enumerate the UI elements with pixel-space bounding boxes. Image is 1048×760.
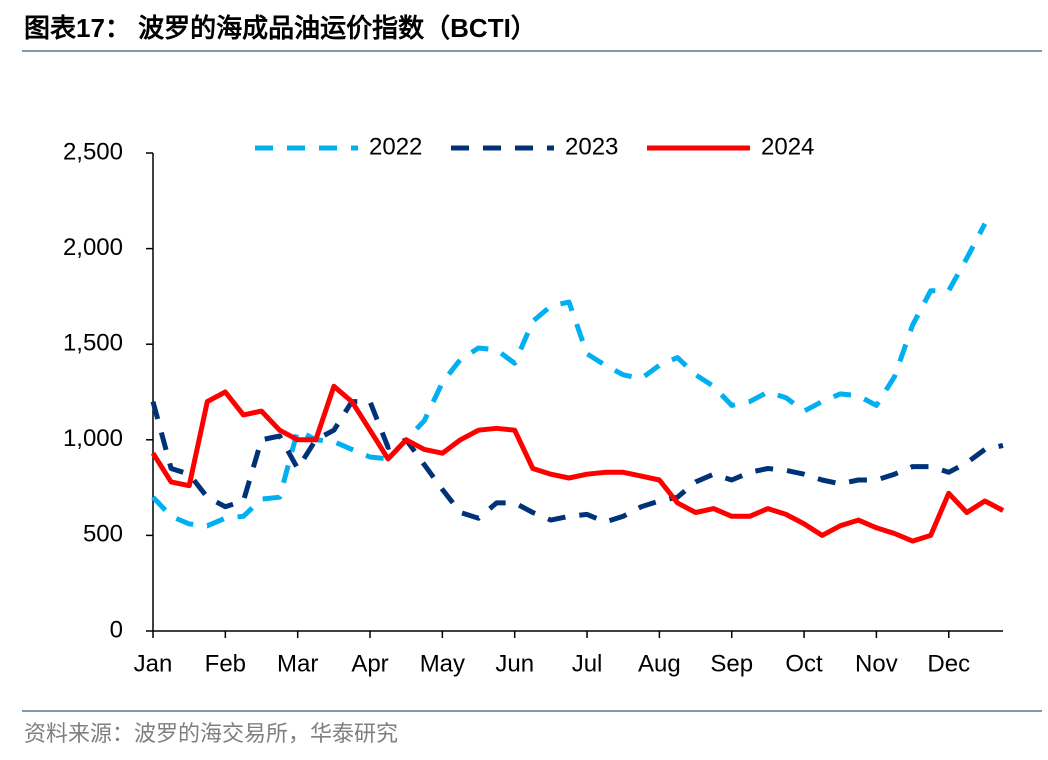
legend-label: 2024: [761, 133, 814, 160]
x-tick-label: Dec: [927, 650, 970, 677]
x-tick-label: May: [420, 650, 465, 677]
x-tick-label: Aug: [638, 650, 681, 677]
x-tick-label: Mar: [277, 650, 318, 677]
y-tick-label: 0: [110, 616, 123, 643]
legend-label: 2023: [565, 133, 618, 160]
series-line: [150, 399, 1004, 525]
x-tick-label: Feb: [205, 650, 246, 677]
y-tick-label: 1,500: [63, 330, 123, 357]
series-line: [150, 383, 1005, 544]
y-tick-label: 500: [83, 521, 123, 548]
x-tick-label: Jul: [572, 650, 603, 677]
x-tick-label: Jun: [495, 650, 534, 677]
y-tick-label: 2,000: [63, 234, 123, 261]
x-tick-label: Sep: [710, 650, 753, 677]
x-tick-label: Apr: [351, 650, 388, 677]
y-tick-label: 1,000: [63, 425, 123, 452]
chart-title: 图表17： 波罗的海成品油运价指数（BCTI）: [24, 13, 537, 43]
x-tick-label: Nov: [855, 650, 898, 677]
y-tick-label: 2,500: [63, 138, 123, 165]
x-tick-label: Jan: [134, 650, 173, 677]
series-line: [151, 222, 988, 529]
legend-label: 2022: [369, 133, 422, 160]
x-tick-label: Oct: [785, 650, 823, 677]
source: 资料来源：波罗的海交易所，华泰研究: [24, 722, 398, 747]
